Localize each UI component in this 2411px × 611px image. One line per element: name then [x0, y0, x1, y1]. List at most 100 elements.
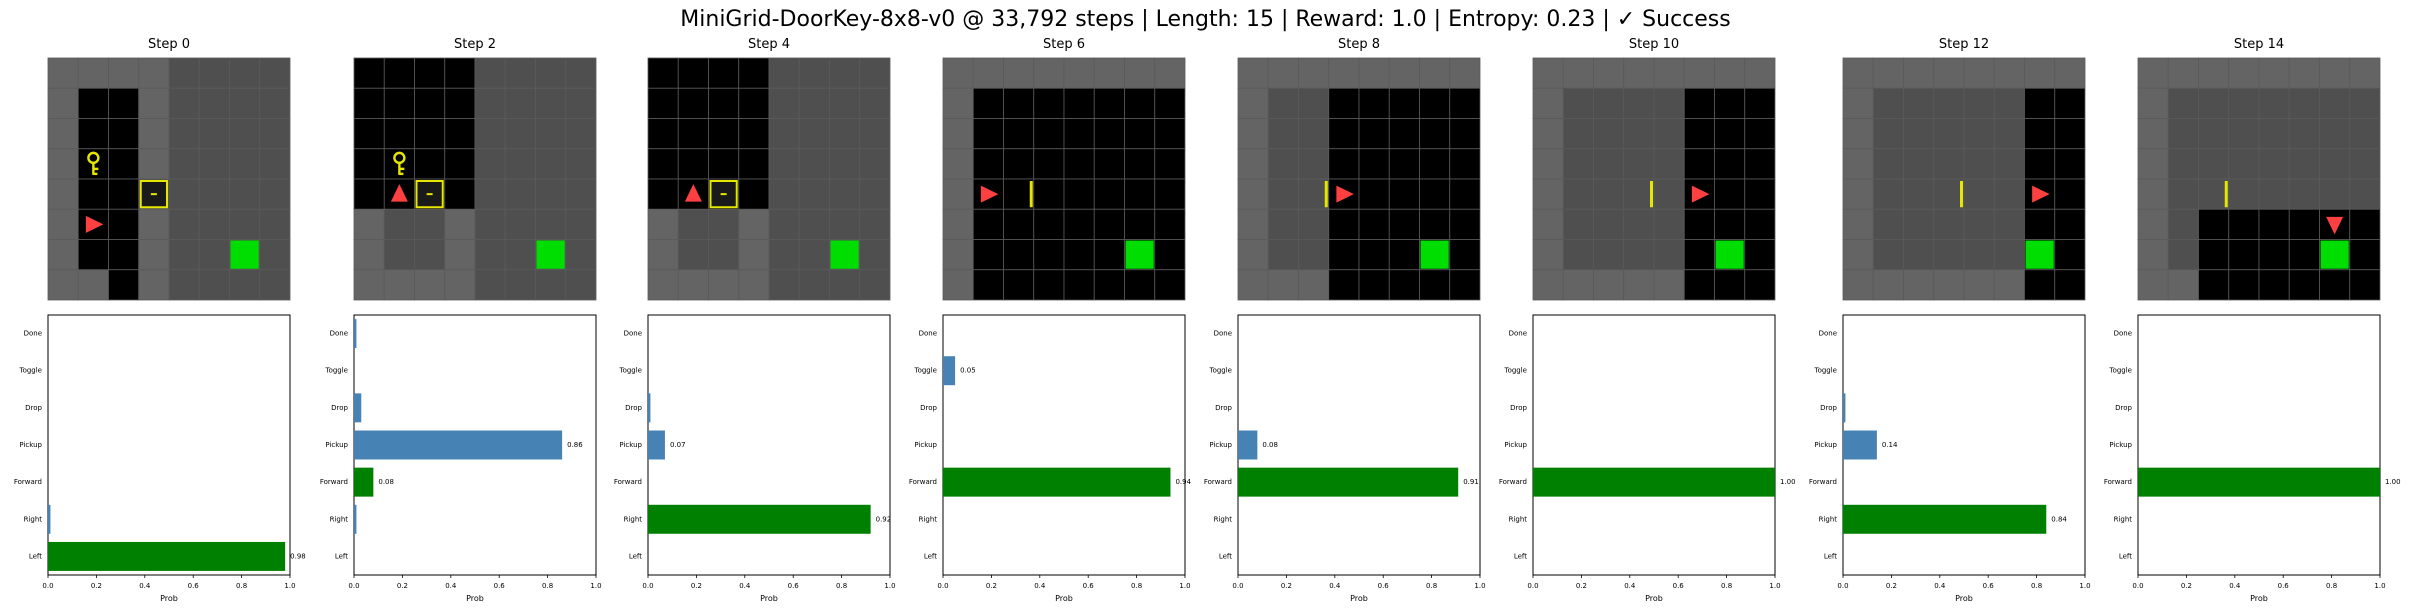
floor-cell	[1653, 148, 1685, 180]
floor-cell	[708, 239, 740, 271]
action-bar	[354, 319, 357, 349]
floor-cell	[383, 208, 415, 240]
category-tick-label: Done	[1214, 330, 1232, 338]
floor-cell	[768, 269, 800, 301]
floor-cell	[1623, 239, 1655, 271]
floor-cell	[1033, 239, 1065, 271]
floor-cell	[1298, 118, 1330, 150]
floor-cell	[504, 178, 536, 210]
floor-cell	[2054, 87, 2086, 119]
floor-cell	[1993, 148, 2025, 180]
floor-cell	[1623, 208, 1655, 240]
floor-cell	[1744, 178, 1776, 210]
floor-cell	[1003, 208, 1035, 240]
category-tick-label: Forward	[320, 478, 348, 486]
floor-cell	[2024, 269, 2056, 301]
grid-frame	[1842, 57, 2086, 301]
wall-cell	[1237, 269, 1269, 301]
floor-cell	[229, 269, 261, 301]
floor-cell	[2288, 239, 2320, 271]
floor-cell	[1449, 87, 1481, 119]
category-tick-label: Right	[919, 515, 938, 523]
category-tick-label: Forward	[1809, 478, 1837, 486]
x-tick-label: 0.6	[2278, 582, 2290, 590]
floor-cell	[474, 178, 506, 210]
wall-cell	[1237, 118, 1269, 150]
floor-cell	[229, 118, 261, 150]
x-tick-label: 1.0	[1474, 582, 1485, 590]
floor-cell	[474, 208, 506, 240]
floor-cell	[2288, 87, 2320, 119]
wall-cell	[942, 269, 974, 301]
floor-cell	[1562, 87, 1594, 119]
floor-cell	[2024, 118, 2056, 150]
floor-cell	[474, 239, 506, 271]
floor-cell	[1683, 118, 1715, 150]
wall-cell	[1842, 269, 1874, 301]
floor-cell	[859, 87, 891, 119]
wall-cell	[1449, 57, 1481, 89]
floor-cell	[2198, 269, 2230, 301]
grid-frame	[2137, 57, 2381, 301]
action-bar	[648, 393, 651, 423]
category-tick-label: Forward	[909, 478, 937, 486]
wall-cell	[2288, 57, 2320, 89]
floor-cell	[1063, 208, 1095, 240]
floor-cell	[1683, 269, 1715, 301]
floor-cell	[2228, 148, 2260, 180]
goal-tile	[2320, 240, 2349, 269]
floor-cell	[198, 208, 230, 240]
floor-cell	[1562, 239, 1594, 271]
floor-cell	[1419, 148, 1451, 180]
category-tick-label: Drop	[625, 404, 642, 412]
grid-frame	[353, 57, 597, 301]
floor-cell	[1449, 148, 1481, 180]
wall-cell	[1872, 57, 1904, 89]
floor-cell	[768, 208, 800, 240]
floor-cell	[2349, 239, 2381, 271]
wall-cell	[1328, 57, 1360, 89]
panel-2: Step 4 Left Right Forward Pickup Drop Toggle Do…	[614, 37, 896, 603]
floor-cell	[2319, 269, 2351, 301]
x-tick-label: 1.0	[590, 582, 601, 590]
floor-cell	[353, 87, 385, 119]
floor-cell	[198, 148, 230, 180]
chart-frame	[1237, 314, 1481, 576]
floor-cell	[1653, 239, 1685, 271]
floor-cell	[565, 87, 597, 119]
floor-cell	[353, 57, 385, 89]
floor-cell	[859, 57, 891, 89]
wall-cell	[47, 57, 79, 89]
floor-cell	[2054, 178, 2086, 210]
category-tick-label: Toggle	[324, 367, 348, 375]
category-tick-label: Forward	[2104, 478, 2132, 486]
wall-cell	[1237, 208, 1269, 240]
floor-cell	[1154, 269, 1186, 301]
wall-cell	[2319, 57, 2351, 89]
floor-cell	[1593, 208, 1625, 240]
category-tick-label: Done	[919, 330, 937, 338]
floor-cell	[708, 57, 740, 89]
wall-cell	[47, 118, 79, 150]
floor-cell	[829, 208, 861, 240]
wall-cell	[1993, 57, 2025, 89]
floor-cell	[1093, 87, 1125, 119]
wall-cell	[1419, 57, 1451, 89]
floor-cell	[738, 148, 770, 180]
goal-tile	[536, 240, 565, 269]
goal-tile	[2025, 240, 2054, 269]
floor-cell	[414, 239, 446, 271]
wall-cell	[1532, 208, 1564, 240]
bar-value-label: 0.92	[876, 515, 892, 523]
category-tick-label: Left	[924, 552, 937, 560]
bar-value-label: 1.00	[2385, 478, 2401, 486]
goal-tile	[1125, 240, 1154, 269]
floor-cell	[1714, 118, 1746, 150]
wall-cell	[1963, 57, 1995, 89]
wall-cell	[1237, 87, 1269, 119]
floor-cell	[768, 57, 800, 89]
chart-frame	[2137, 314, 2381, 576]
floor-cell	[1358, 208, 1390, 240]
floor-cell	[647, 57, 679, 89]
floor-cell	[1683, 87, 1715, 119]
